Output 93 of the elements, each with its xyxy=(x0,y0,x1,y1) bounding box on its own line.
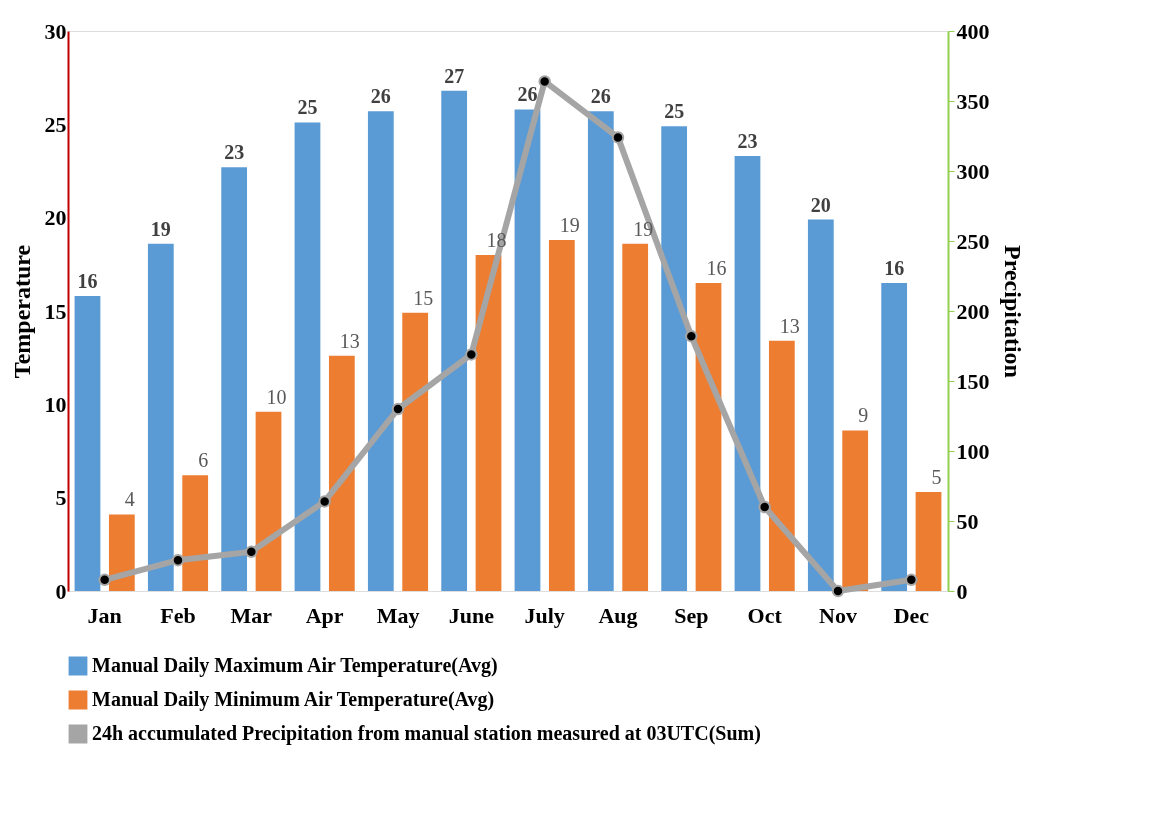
point xyxy=(245,545,258,559)
bar xyxy=(367,111,394,591)
legend-label: Manual Daily Maximum Air Temperature(Avg) xyxy=(92,654,498,677)
x-tick-label: Apr xyxy=(305,602,344,628)
y-tick-label: 20 xyxy=(44,205,67,231)
bar xyxy=(881,283,908,591)
y-tick-label: 5 xyxy=(55,485,67,511)
data-label: 26 xyxy=(590,85,611,108)
point xyxy=(98,573,111,587)
data-label: 20 xyxy=(810,193,831,216)
y-tick-label: 30 xyxy=(44,18,67,44)
y2-tick-label: 50 xyxy=(956,508,979,534)
bar xyxy=(441,90,468,591)
data-label: 19 xyxy=(150,217,171,240)
data-label: 13 xyxy=(339,329,360,352)
x-tick-label: Nov xyxy=(819,602,857,628)
bar xyxy=(807,219,834,591)
bar xyxy=(768,340,795,591)
x-tick-label: May xyxy=(376,602,420,628)
data-label: 16 xyxy=(77,270,98,293)
y-axis-title: Temperature xyxy=(8,244,35,379)
x-tick-label: June xyxy=(448,602,495,628)
data-label: 26 xyxy=(370,85,391,108)
point xyxy=(611,131,625,144)
x-tick-label: Dec xyxy=(893,602,930,628)
y2-tick-label: 350 xyxy=(956,88,990,114)
point xyxy=(758,500,771,514)
point xyxy=(538,75,551,88)
point xyxy=(685,329,698,343)
x-tick-label: Sep xyxy=(674,602,709,628)
data-label: 23 xyxy=(737,130,758,153)
data-label: 16 xyxy=(706,257,727,279)
data-label: 18 xyxy=(486,229,507,251)
data-label: 13 xyxy=(779,314,800,337)
x-tick-label: Jan xyxy=(87,602,122,628)
y-tick-label: 0 xyxy=(55,578,67,604)
y2-tick-label: 250 xyxy=(956,228,990,254)
y2-axis-title: Precipitation xyxy=(999,245,1026,378)
y2-tick-label: 400 xyxy=(956,18,990,44)
y2-tick-label: 0 xyxy=(956,578,968,604)
bar xyxy=(514,109,541,591)
x-tick-label: Mar xyxy=(230,602,273,628)
bar xyxy=(182,475,209,591)
data-label: 19 xyxy=(559,214,580,237)
data-label: 19 xyxy=(633,217,654,240)
x-tick-label: Oct xyxy=(747,602,783,628)
bar xyxy=(255,411,282,591)
y-tick-label: 25 xyxy=(44,111,67,137)
bar xyxy=(294,122,321,591)
data-label: 16 xyxy=(884,257,905,279)
bar xyxy=(842,430,869,591)
data-label: 26 xyxy=(517,83,538,106)
data-label: 25 xyxy=(664,100,685,123)
bar xyxy=(695,283,722,591)
data-label: 4 xyxy=(124,488,135,511)
point xyxy=(831,584,845,598)
bar xyxy=(548,240,575,591)
y2-tick-label: 300 xyxy=(956,158,990,184)
point xyxy=(318,495,331,508)
bar xyxy=(475,255,502,591)
bar xyxy=(587,111,614,591)
point xyxy=(391,402,405,416)
data-label: 27 xyxy=(444,64,465,87)
legend-label: Manual Daily Minimum Air Temperature(Avg) xyxy=(92,688,495,711)
bar xyxy=(147,243,174,591)
y2-tick-label: 150 xyxy=(956,368,990,394)
x-tick-label: Feb xyxy=(160,602,196,628)
bar xyxy=(221,167,248,591)
x-tick-label: Aug xyxy=(598,602,638,628)
data-label: 23 xyxy=(224,141,245,164)
bar xyxy=(661,126,688,591)
data-label: 9 xyxy=(858,404,869,427)
data-label: 6 xyxy=(198,449,209,472)
y-tick-label: 15 xyxy=(44,298,67,324)
bar xyxy=(328,355,355,591)
bar xyxy=(74,296,101,591)
bar xyxy=(108,514,135,591)
y2-tick-label: 200 xyxy=(956,298,990,324)
bar xyxy=(402,312,429,591)
x-tick-label: July xyxy=(524,602,565,628)
point xyxy=(465,348,478,361)
legend-label: 24h accumulated Precipitation from manual station measured at 03UTC(Sum) xyxy=(92,722,761,745)
point xyxy=(905,573,918,587)
data-label: 15 xyxy=(413,286,434,309)
point xyxy=(171,553,185,567)
bar xyxy=(734,156,761,591)
data-label: 10 xyxy=(266,385,287,408)
data-label: 25 xyxy=(297,96,318,119)
bar xyxy=(915,492,942,591)
data-label: 5 xyxy=(931,466,942,489)
y-tick-label: 10 xyxy=(44,391,67,417)
bar xyxy=(622,243,649,591)
y2-tick-label: 100 xyxy=(956,438,990,464)
